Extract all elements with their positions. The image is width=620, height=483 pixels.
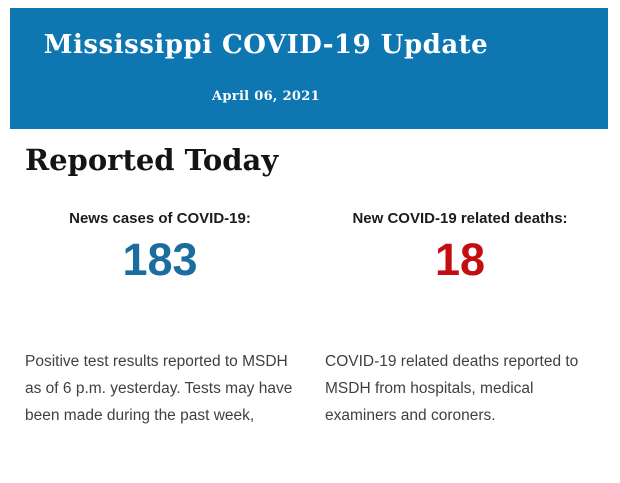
deaths-description: COVID-19 related deaths reported to MSDH… xyxy=(325,353,579,424)
deaths-value: 18 xyxy=(434,234,486,285)
new-cases-label: News cases of COVID-19: xyxy=(69,210,251,227)
newsletter-header-banner: Mississippi COVID-19 Update April 06, 20… xyxy=(10,8,608,129)
stats-columns: News cases of COVID-19: 183 Positive tes… xyxy=(25,210,595,429)
stat-related-deaths: New COVID-19 related deaths: 18 COVID-19… xyxy=(325,210,595,429)
new-cases-description: Positive test results reported to MSDH a… xyxy=(25,353,293,424)
newsletter-title: Mississippi COVID-19 Update xyxy=(43,30,489,60)
new-cases-value: 183 xyxy=(122,234,198,285)
section-heading-reported-today: Reported Today xyxy=(25,143,279,177)
stat-new-cases: News cases of COVID-19: 183 Positive tes… xyxy=(25,210,295,429)
deaths-label: New COVID-19 related deaths: xyxy=(352,210,568,227)
newsletter-date: April 06, 2021 xyxy=(212,89,320,104)
